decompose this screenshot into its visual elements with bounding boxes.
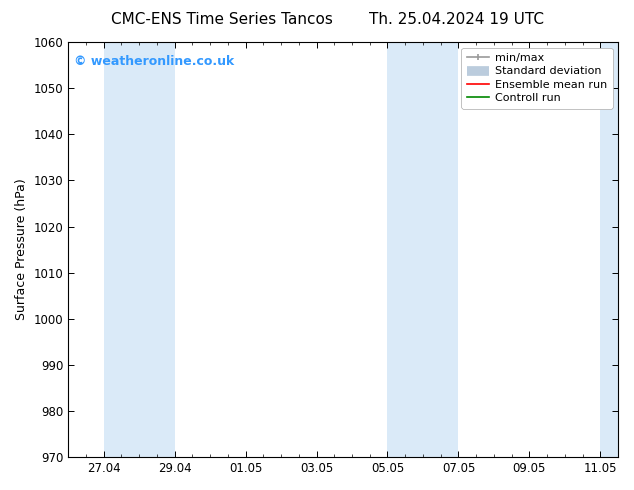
Y-axis label: Surface Pressure (hPa): Surface Pressure (hPa) (15, 179, 28, 320)
Text: Th. 25.04.2024 19 UTC: Th. 25.04.2024 19 UTC (369, 12, 544, 27)
Legend: min/max, Standard deviation, Ensemble mean run, Controll run: min/max, Standard deviation, Ensemble me… (462, 48, 612, 109)
Text: CMC-ENS Time Series Tancos: CMC-ENS Time Series Tancos (111, 12, 333, 27)
Bar (600, 42, 618, 457)
Text: © weatheronline.co.uk: © weatheronline.co.uk (74, 54, 234, 68)
Bar (387, 42, 458, 457)
Bar (103, 42, 174, 457)
